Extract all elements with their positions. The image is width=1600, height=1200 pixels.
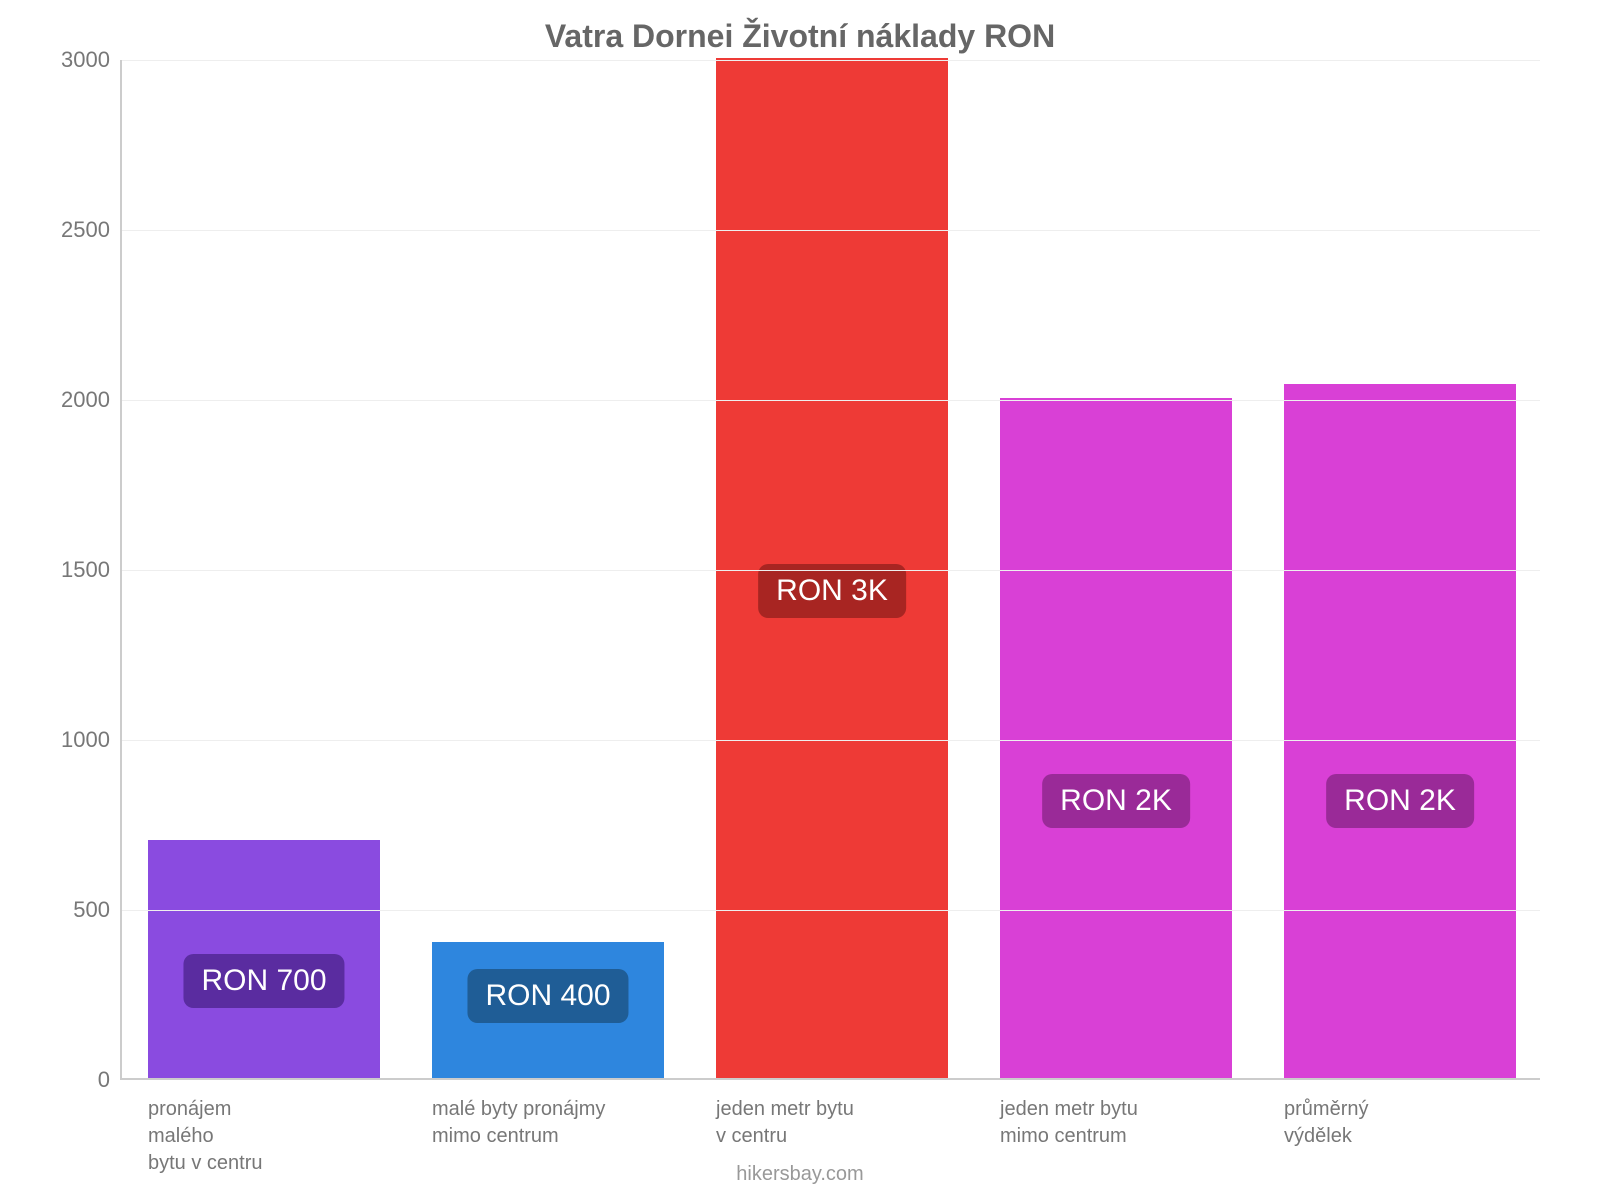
y-tick-label: 1000 bbox=[61, 727, 110, 753]
y-tick-label: 3000 bbox=[61, 47, 110, 73]
bar: RON 2K bbox=[1284, 384, 1516, 1078]
bar: RON 2K bbox=[1000, 398, 1232, 1078]
x-tick-label: jeden metr bytumimo centrum bbox=[1000, 1096, 1272, 1150]
bar: RON 400 bbox=[432, 942, 664, 1078]
chart-footer: hikersbay.com bbox=[0, 1163, 1600, 1186]
y-tick-label: 2500 bbox=[61, 217, 110, 243]
grid-line bbox=[122, 60, 1540, 61]
x-tick-label: malé byty pronájmymimo centrum bbox=[432, 1096, 704, 1150]
grid-line bbox=[122, 740, 1540, 741]
y-tick-label: 500 bbox=[73, 897, 110, 923]
cost-of-living-chart: Vatra Dornei Životní náklady RON RON 700… bbox=[0, 0, 1600, 1200]
grid-line bbox=[122, 910, 1540, 911]
bar: RON 700 bbox=[148, 840, 380, 1078]
y-tick-label: 2000 bbox=[61, 387, 110, 413]
bar-value-label: RON 400 bbox=[467, 969, 628, 1023]
chart-title: Vatra Dornei Životní náklady RON bbox=[0, 18, 1600, 55]
bar-value-label: RON 3K bbox=[758, 564, 906, 618]
bar: RON 3K bbox=[716, 58, 948, 1078]
bar-value-label: RON 2K bbox=[1042, 774, 1190, 828]
bars-container: RON 700 RON 400 RON 3K RON 2K RON 2K bbox=[122, 60, 1540, 1078]
x-tick-label: jeden metr bytuv centru bbox=[716, 1096, 988, 1150]
plot-area: RON 700RON 400RON 3KRON 2KRON 2K 0500100… bbox=[120, 60, 1540, 1080]
y-tick-label: 0 bbox=[98, 1067, 110, 1093]
bar-value-label: RON 700 bbox=[183, 954, 344, 1008]
grid-line bbox=[122, 570, 1540, 571]
x-tick-label: průměrnývýdělek bbox=[1284, 1096, 1556, 1150]
grid-line bbox=[122, 230, 1540, 231]
y-tick-label: 1500 bbox=[61, 557, 110, 583]
bar-value-label: RON 2K bbox=[1326, 774, 1474, 828]
grid-line bbox=[122, 400, 1540, 401]
